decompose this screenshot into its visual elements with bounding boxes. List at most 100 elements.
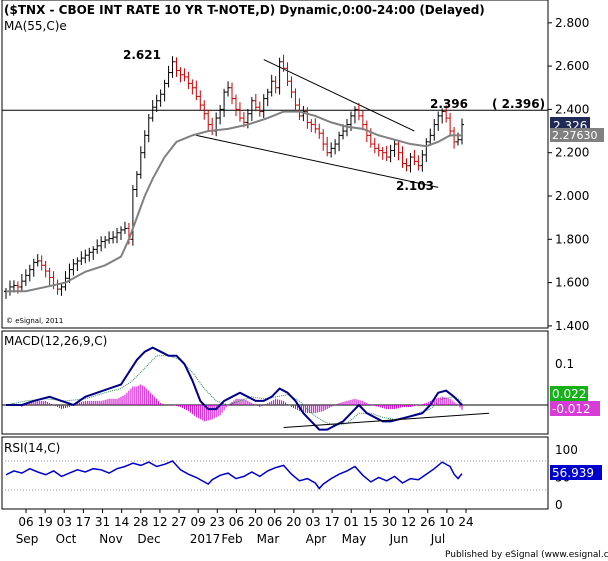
x-axis-month-label: Feb [221,532,242,546]
x-axis-day-label: 03 [305,515,320,529]
x-axis-day-label: 03 [57,515,72,529]
x-axis-day-label: 24 [458,515,473,529]
rsi-line [5,460,463,490]
price-bar [444,105,449,123]
signal-value-badge [550,401,600,416]
ma-label: MA(55,C)e [4,19,67,33]
low-label: 2.103 [396,179,434,193]
price-bar [154,94,159,113]
price-bar [297,98,302,120]
footer-label: Published by eSignal (www.esignal.com) [445,550,608,560]
macd-title: MACD(12,26,9,C) [4,334,107,348]
price-bar [122,221,127,234]
price-bar [99,236,104,252]
price-bar [325,136,330,157]
price-bar [202,100,207,120]
price-bar [214,112,219,137]
price-bar [257,101,262,117]
price-bar [107,231,112,244]
rsi-series-group [5,460,463,490]
x-axis-day-label: 20 [248,515,263,529]
price-bar [59,282,64,296]
price-bar [424,138,429,163]
macd-line [6,346,463,431]
price-bar [142,130,147,159]
x-axis-day-label: 09 [191,515,206,529]
price-bar [111,231,116,244]
price-bar [341,124,346,140]
macd-value: 0.022 [552,387,586,401]
x-axis-day-label: 15 [363,515,378,529]
price-bar [333,139,338,155]
price-bar [237,102,242,122]
x-axis-day-label: 26 [420,515,435,529]
rsi-panel-frame [1,436,549,510]
price-bar [420,150,425,172]
price-bar [43,260,48,278]
rsi-value-badge [550,465,602,480]
x-axis-month-label: Dec [137,532,160,546]
channel-lower-line [196,134,439,188]
price-bar [194,80,199,101]
price-bar [35,254,40,267]
x-axis-month-label: Jun [389,532,409,546]
price-bar [27,264,32,282]
price-bar [210,117,215,136]
price-bar [91,246,96,260]
price-bar [388,144,393,163]
price-bar [95,239,100,254]
price-bar [329,142,334,158]
price-bar [130,185,135,246]
price-bar [138,146,143,179]
price-bar [380,146,385,160]
price-bar [63,271,68,291]
price-axis-tick-label: 2.600 [555,59,589,73]
copyright-label: © eSignal, 2011 [6,317,63,325]
price-axis-tick-label: 2.200 [555,146,589,160]
price-axis-tick-label: 1.800 [555,232,589,246]
macd-trendline [283,412,490,429]
price-bar [352,106,357,124]
price-bar [337,131,342,152]
price-bar [87,247,92,262]
price-bar [448,112,453,137]
ma-value-badge [550,128,604,142]
price-bar [218,104,223,125]
price-bar [186,71,191,90]
price-bar [281,54,286,72]
x-axis-day-label: 06 [267,515,282,529]
price-bar [206,110,211,132]
x-axis-day-label: 17 [324,515,339,529]
price-axis-tick-label: 2.800 [555,16,589,30]
price-bar [408,152,413,173]
price-bar [19,273,24,291]
price-bar [79,251,84,265]
price-bar [174,57,179,77]
price-bar [460,118,464,145]
price-bar [158,89,163,107]
peak-label: 2.396 [430,97,468,111]
price-bar [440,108,445,124]
peak-bracket-label: ( 2.396) [492,97,545,111]
price-bar [392,139,397,157]
price-bar [313,118,318,134]
price-bar [416,155,421,171]
x-axis-month-label: Sep [16,532,39,546]
macd-value-badge [550,386,588,401]
price-bar [118,226,123,240]
price-bar [452,127,457,149]
x-axis-day-label: 30 [382,515,397,529]
price-bar [55,279,60,295]
price-bar [4,288,8,299]
price-bar [317,123,322,139]
macd-signal-line [5,355,463,427]
price-bar [230,82,235,105]
x-axis-month-label: Oct [56,532,77,546]
price-bar [134,171,139,198]
price-bar [166,65,171,88]
price-bar [356,103,361,121]
x-axis-day-label: 06 [229,515,244,529]
x-axis-day-label: 10 [439,515,454,529]
price-bar [39,255,44,271]
